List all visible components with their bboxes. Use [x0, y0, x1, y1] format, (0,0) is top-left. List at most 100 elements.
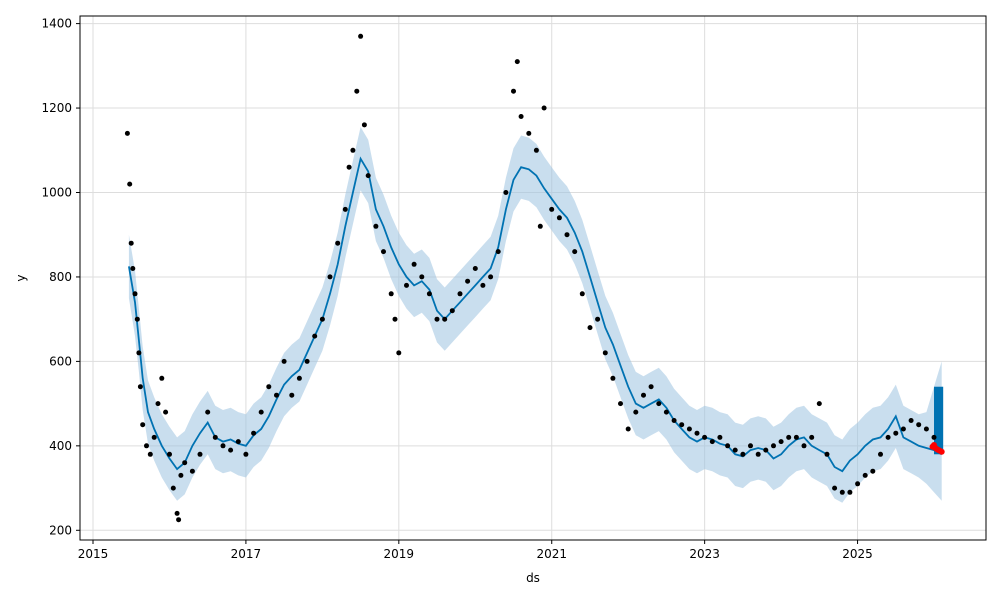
observed-point: [579, 291, 585, 297]
observed-point: [205, 409, 211, 415]
observed-point: [537, 223, 543, 229]
observed-point: [694, 430, 700, 436]
observed-point: [893, 430, 899, 436]
observed-point: [610, 375, 616, 381]
observed-point: [503, 190, 509, 195]
observed-point: [480, 282, 486, 288]
observed-point: [778, 439, 784, 445]
observed-point: [124, 130, 130, 136]
observed-point: [434, 316, 440, 322]
observed-point: [587, 325, 593, 331]
x-tick-label: 2015: [78, 547, 109, 561]
observed-point: [556, 215, 562, 221]
observed-point: [281, 358, 287, 364]
observed-point: [388, 291, 394, 297]
observed-point: [137, 384, 143, 390]
observed-point: [170, 485, 176, 491]
observed-point: [404, 282, 409, 288]
y-tick-label: 1400: [41, 17, 72, 31]
observed-point: [824, 451, 830, 457]
observed-point: [350, 147, 356, 153]
x-axis-label: ds: [526, 571, 540, 585]
observed-point: [151, 434, 157, 440]
observed-point: [392, 316, 398, 322]
observed-point: [732, 447, 738, 453]
observed-point: [140, 422, 146, 428]
observed-point: [134, 316, 140, 322]
observed-point: [212, 434, 218, 440]
observed-point: [878, 451, 883, 457]
observed-point: [916, 422, 922, 428]
observed-point: [816, 401, 822, 407]
observed-point: [235, 439, 241, 445]
observed-point: [304, 358, 310, 364]
observed-point: [663, 409, 669, 415]
observed-point: [786, 434, 792, 440]
observed-point: [488, 274, 494, 280]
observed-point: [511, 88, 516, 94]
observed-point: [266, 384, 272, 390]
observed-point: [354, 88, 360, 94]
observed-point: [908, 418, 914, 423]
observed-point: [801, 443, 807, 449]
observed-point: [900, 426, 906, 432]
y-tick-label: 1200: [41, 101, 72, 115]
observed-point: [457, 291, 463, 297]
observed-point: [144, 443, 149, 449]
plot-frame: [79, 15, 987, 541]
observed-point: [709, 439, 715, 445]
observed-point: [717, 434, 723, 440]
observed-point: [411, 261, 417, 267]
y-tick-label: 400: [49, 439, 72, 453]
observed-point: [702, 434, 708, 440]
observed-point: [128, 240, 134, 246]
y-tick-label: 200: [49, 523, 72, 537]
observed-point: [312, 333, 318, 339]
observed-point: [319, 316, 325, 322]
observed-point: [514, 59, 520, 65]
observed-point: [174, 510, 180, 516]
observed-point: [220, 443, 226, 449]
observed-point: [342, 206, 348, 212]
observed-point: [862, 472, 868, 478]
observed-point: [335, 240, 341, 246]
observed-point: [595, 316, 601, 322]
observed-point: [533, 147, 539, 153]
observed-point: [656, 401, 662, 407]
x-tick-label: 2021: [536, 547, 567, 561]
observed-point: [346, 164, 352, 170]
observed-point: [839, 489, 845, 495]
recent-points-layer: [929, 442, 945, 455]
y-axis-label: y: [14, 274, 28, 281]
x-tick-label: 2017: [231, 547, 262, 561]
observed-point: [870, 468, 876, 474]
observed-point: [296, 375, 302, 381]
observed-point: [679, 422, 685, 428]
observed-point: [549, 206, 555, 212]
observed-point: [648, 384, 654, 390]
observed-point: [155, 401, 161, 407]
forecast-block-layer: [934, 386, 944, 455]
observed-point: [327, 274, 333, 280]
observed-point: [258, 409, 264, 415]
observed-point: [465, 278, 471, 284]
observed-point: [526, 130, 532, 136]
observed-points-layer: [124, 33, 937, 523]
observed-point: [127, 181, 133, 187]
x-axis-ticks: 2015 2017 2019 2021 2023 2025: [78, 540, 873, 561]
observed-point: [625, 426, 631, 432]
uncertainty-band-layer: [128, 127, 942, 503]
y-axis-ticks: 200 400 600 800 1000 1200 1400: [41, 17, 80, 537]
observed-point: [365, 173, 371, 179]
observed-point: [855, 481, 861, 487]
observed-point: [740, 451, 746, 457]
observed-point: [251, 430, 257, 436]
observed-point: [641, 392, 646, 398]
observed-point: [923, 426, 929, 432]
observed-point: [228, 447, 234, 453]
observed-point: [132, 291, 138, 297]
observed-point: [763, 447, 769, 453]
observed-point: [793, 434, 799, 440]
